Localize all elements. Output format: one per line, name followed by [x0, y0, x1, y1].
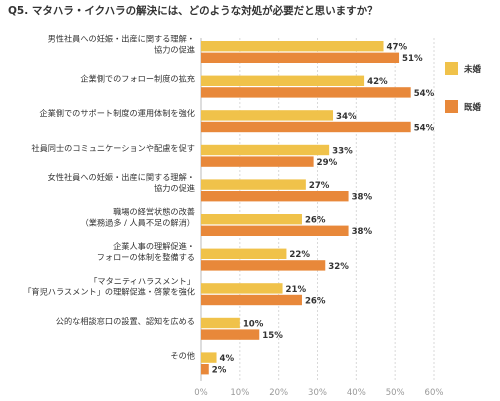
- x-tick-label: 60%: [425, 388, 444, 398]
- legend-swatch: [445, 62, 458, 75]
- data-label: 38%: [352, 193, 373, 203]
- category-labels: 男性社員への妊娠・出産に関する理解・協力の促進企業側でのフォロー制度の拡充企業側…: [23, 34, 195, 361]
- legend-label: 既婚: [464, 102, 482, 113]
- x-axis-ticks: 0% 10% 20% 30% 40% 50% 60%: [194, 388, 443, 398]
- data-label: 26%: [305, 296, 326, 306]
- bar-unmarried: [201, 283, 283, 294]
- bar-married: [201, 329, 260, 340]
- bar-married: [201, 121, 411, 133]
- bar-unmarried: [201, 179, 306, 190]
- x-tick-label: 0%: [194, 388, 208, 398]
- bar-unmarried: [201, 144, 330, 156]
- data-label: 54%: [414, 89, 435, 99]
- category-label: 企業人事の理解促進・: [113, 241, 195, 251]
- data-label: 54%: [414, 123, 435, 133]
- data-label: 47%: [387, 43, 408, 53]
- data-label: 10%: [243, 319, 264, 329]
- data-label: 34%: [336, 112, 357, 122]
- data-label: 32%: [328, 262, 349, 272]
- data-label: 15%: [262, 331, 283, 341]
- category-label: 「育児ハラスメント」の理解促進・啓蒙を強化: [23, 287, 195, 297]
- bar-married: [201, 260, 326, 271]
- x-tick-label: 50%: [386, 388, 405, 398]
- category-label: 企業側でのサポート制度の運用体制を強化: [39, 108, 195, 118]
- category-label: 協力の促進: [154, 44, 195, 54]
- category-label: 公的な相談窓口の設置、認知を広める: [56, 316, 195, 326]
- bar-unmarried: [201, 41, 384, 52]
- bar-married: [201, 52, 400, 63]
- legend-swatch: [445, 100, 458, 113]
- data-label: 38%: [352, 227, 373, 237]
- data-label: 2%: [212, 366, 227, 376]
- bar-married: [201, 225, 349, 236]
- data-label: 22%: [289, 250, 310, 260]
- category-label: 女性社員への妊娠・出産に関する理解・: [48, 172, 195, 182]
- category-label: フォローの体制を整備する: [97, 252, 195, 262]
- data-label: 33%: [332, 146, 353, 156]
- category-label: 職場の経営状態の改善: [113, 207, 195, 217]
- data-label: 51%: [402, 54, 423, 64]
- bar-unmarried: [201, 317, 240, 329]
- category-label: その他: [170, 350, 195, 360]
- x-tick-label: 40%: [347, 388, 366, 398]
- bar-married: [201, 364, 209, 375]
- category-label: 協力の促進: [154, 183, 195, 193]
- bar-unmarried: [201, 75, 365, 86]
- category-label: 男性社員への妊娠・出産に関する理解・: [48, 34, 195, 44]
- bar-married: [201, 87, 411, 98]
- bar-unmarried: [201, 352, 217, 363]
- data-label: 4%: [220, 354, 235, 364]
- bar-unmarried: [201, 214, 302, 225]
- chart-title: Q5. マタハラ・イクハラの解決には、どのような対処が必要だと思いますか？: [8, 4, 378, 17]
- data-label: 26%: [305, 216, 326, 226]
- data-label: 29%: [317, 158, 338, 168]
- x-tick-label: 20%: [269, 388, 288, 398]
- x-tick-label: 10%: [230, 388, 249, 398]
- x-tick-label: 30%: [308, 388, 327, 398]
- bar-married: [201, 191, 349, 202]
- data-label: 42%: [367, 77, 388, 87]
- category-label: 社員同士のコミュニケーションや配慮を促す: [31, 143, 195, 153]
- data-label: 21%: [286, 285, 307, 295]
- bar-married: [201, 156, 314, 167]
- category-label: 企業側でのフォロー制度の拡充: [80, 74, 195, 84]
- data-label: 27%: [309, 181, 330, 191]
- bar-unmarried: [201, 248, 287, 259]
- legend-label: 未婚: [463, 64, 482, 75]
- category-label: 「マタニティハラスメント」: [89, 276, 195, 286]
- bars: 47%51% 42% 54% 34% 54% 33% 29% 27% 38% 26% 38% 22% 3…: [201, 41, 435, 376]
- bar-unmarried: [201, 110, 334, 121]
- bar-married: [201, 294, 302, 306]
- category-label: （業務過多 / 人員不足の解消）: [81, 217, 195, 227]
